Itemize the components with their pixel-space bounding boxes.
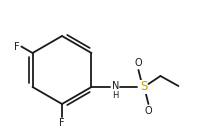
Text: O: O [145, 106, 152, 116]
Text: F: F [59, 118, 65, 128]
Text: O: O [135, 58, 142, 68]
Text: H: H [112, 92, 119, 101]
Text: S: S [140, 81, 147, 94]
Text: N: N [112, 81, 119, 91]
Text: F: F [14, 41, 19, 52]
